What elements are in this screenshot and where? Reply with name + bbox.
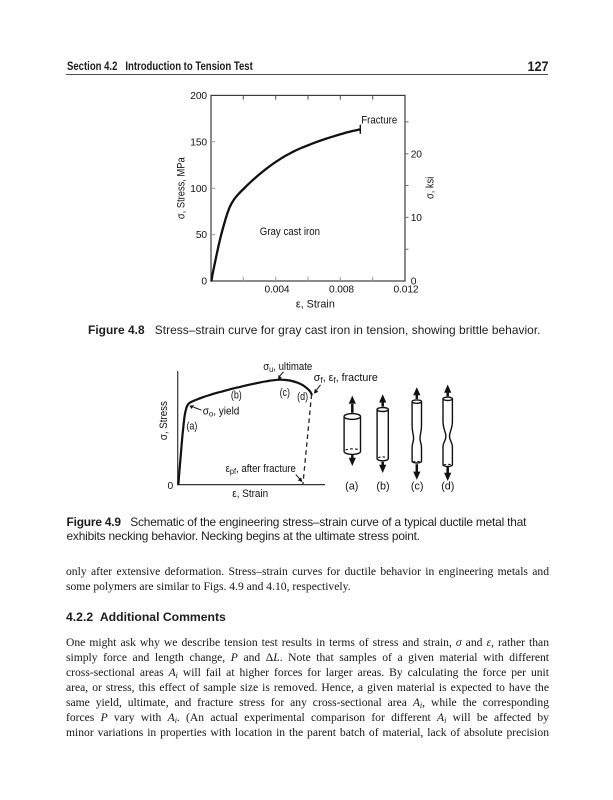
svg-text:σ, ksi: σ, ksi — [425, 177, 437, 199]
svg-text:(c): (c) — [411, 480, 424, 492]
svg-text:(b): (b) — [376, 480, 389, 492]
svg-text:0: 0 — [201, 277, 207, 288]
svg-text:50: 50 — [196, 230, 208, 241]
svg-text:(d): (d) — [297, 391, 308, 403]
svg-text:0.008: 0.008 — [329, 285, 354, 296]
svg-text:σo, yield: σo, yield — [203, 406, 240, 418]
svg-text:(a): (a) — [345, 480, 358, 492]
svg-text:σu, ultimate: σu, ultimate — [263, 362, 312, 375]
svg-text:0: 0 — [411, 277, 417, 288]
svg-text:σ, Stress, MPa: σ, Stress, MPa — [176, 157, 188, 219]
svg-text:σf, εf, fracture: σf, εf, fracture — [314, 372, 378, 385]
svg-text:20: 20 — [411, 149, 423, 160]
svg-text:200: 200 — [190, 91, 207, 102]
svg-text:0.012: 0.012 — [394, 285, 419, 296]
svg-text:(d): (d) — [441, 480, 454, 492]
svg-text:σ, Stress: σ, Stress — [159, 401, 171, 440]
svg-text:0.004: 0.004 — [265, 285, 290, 296]
svg-text:ε, Strain: ε, Strain — [232, 488, 268, 499]
svg-text:(a): (a) — [186, 421, 197, 433]
svg-text:ε, Strain: ε, Strain — [296, 298, 335, 310]
svg-text:(c): (c) — [280, 387, 290, 399]
svg-text:10: 10 — [411, 213, 423, 224]
svg-text:(b): (b) — [231, 390, 242, 402]
svg-text:150: 150 — [190, 137, 207, 148]
svg-text:0: 0 — [167, 481, 173, 492]
svg-text:εpf, after fracture: εpf, after fracture — [226, 463, 297, 476]
svg-text:Fracture: Fracture — [361, 115, 397, 127]
svg-text:100: 100 — [190, 184, 207, 195]
svg-text:Gray cast iron: Gray cast iron — [260, 227, 320, 239]
